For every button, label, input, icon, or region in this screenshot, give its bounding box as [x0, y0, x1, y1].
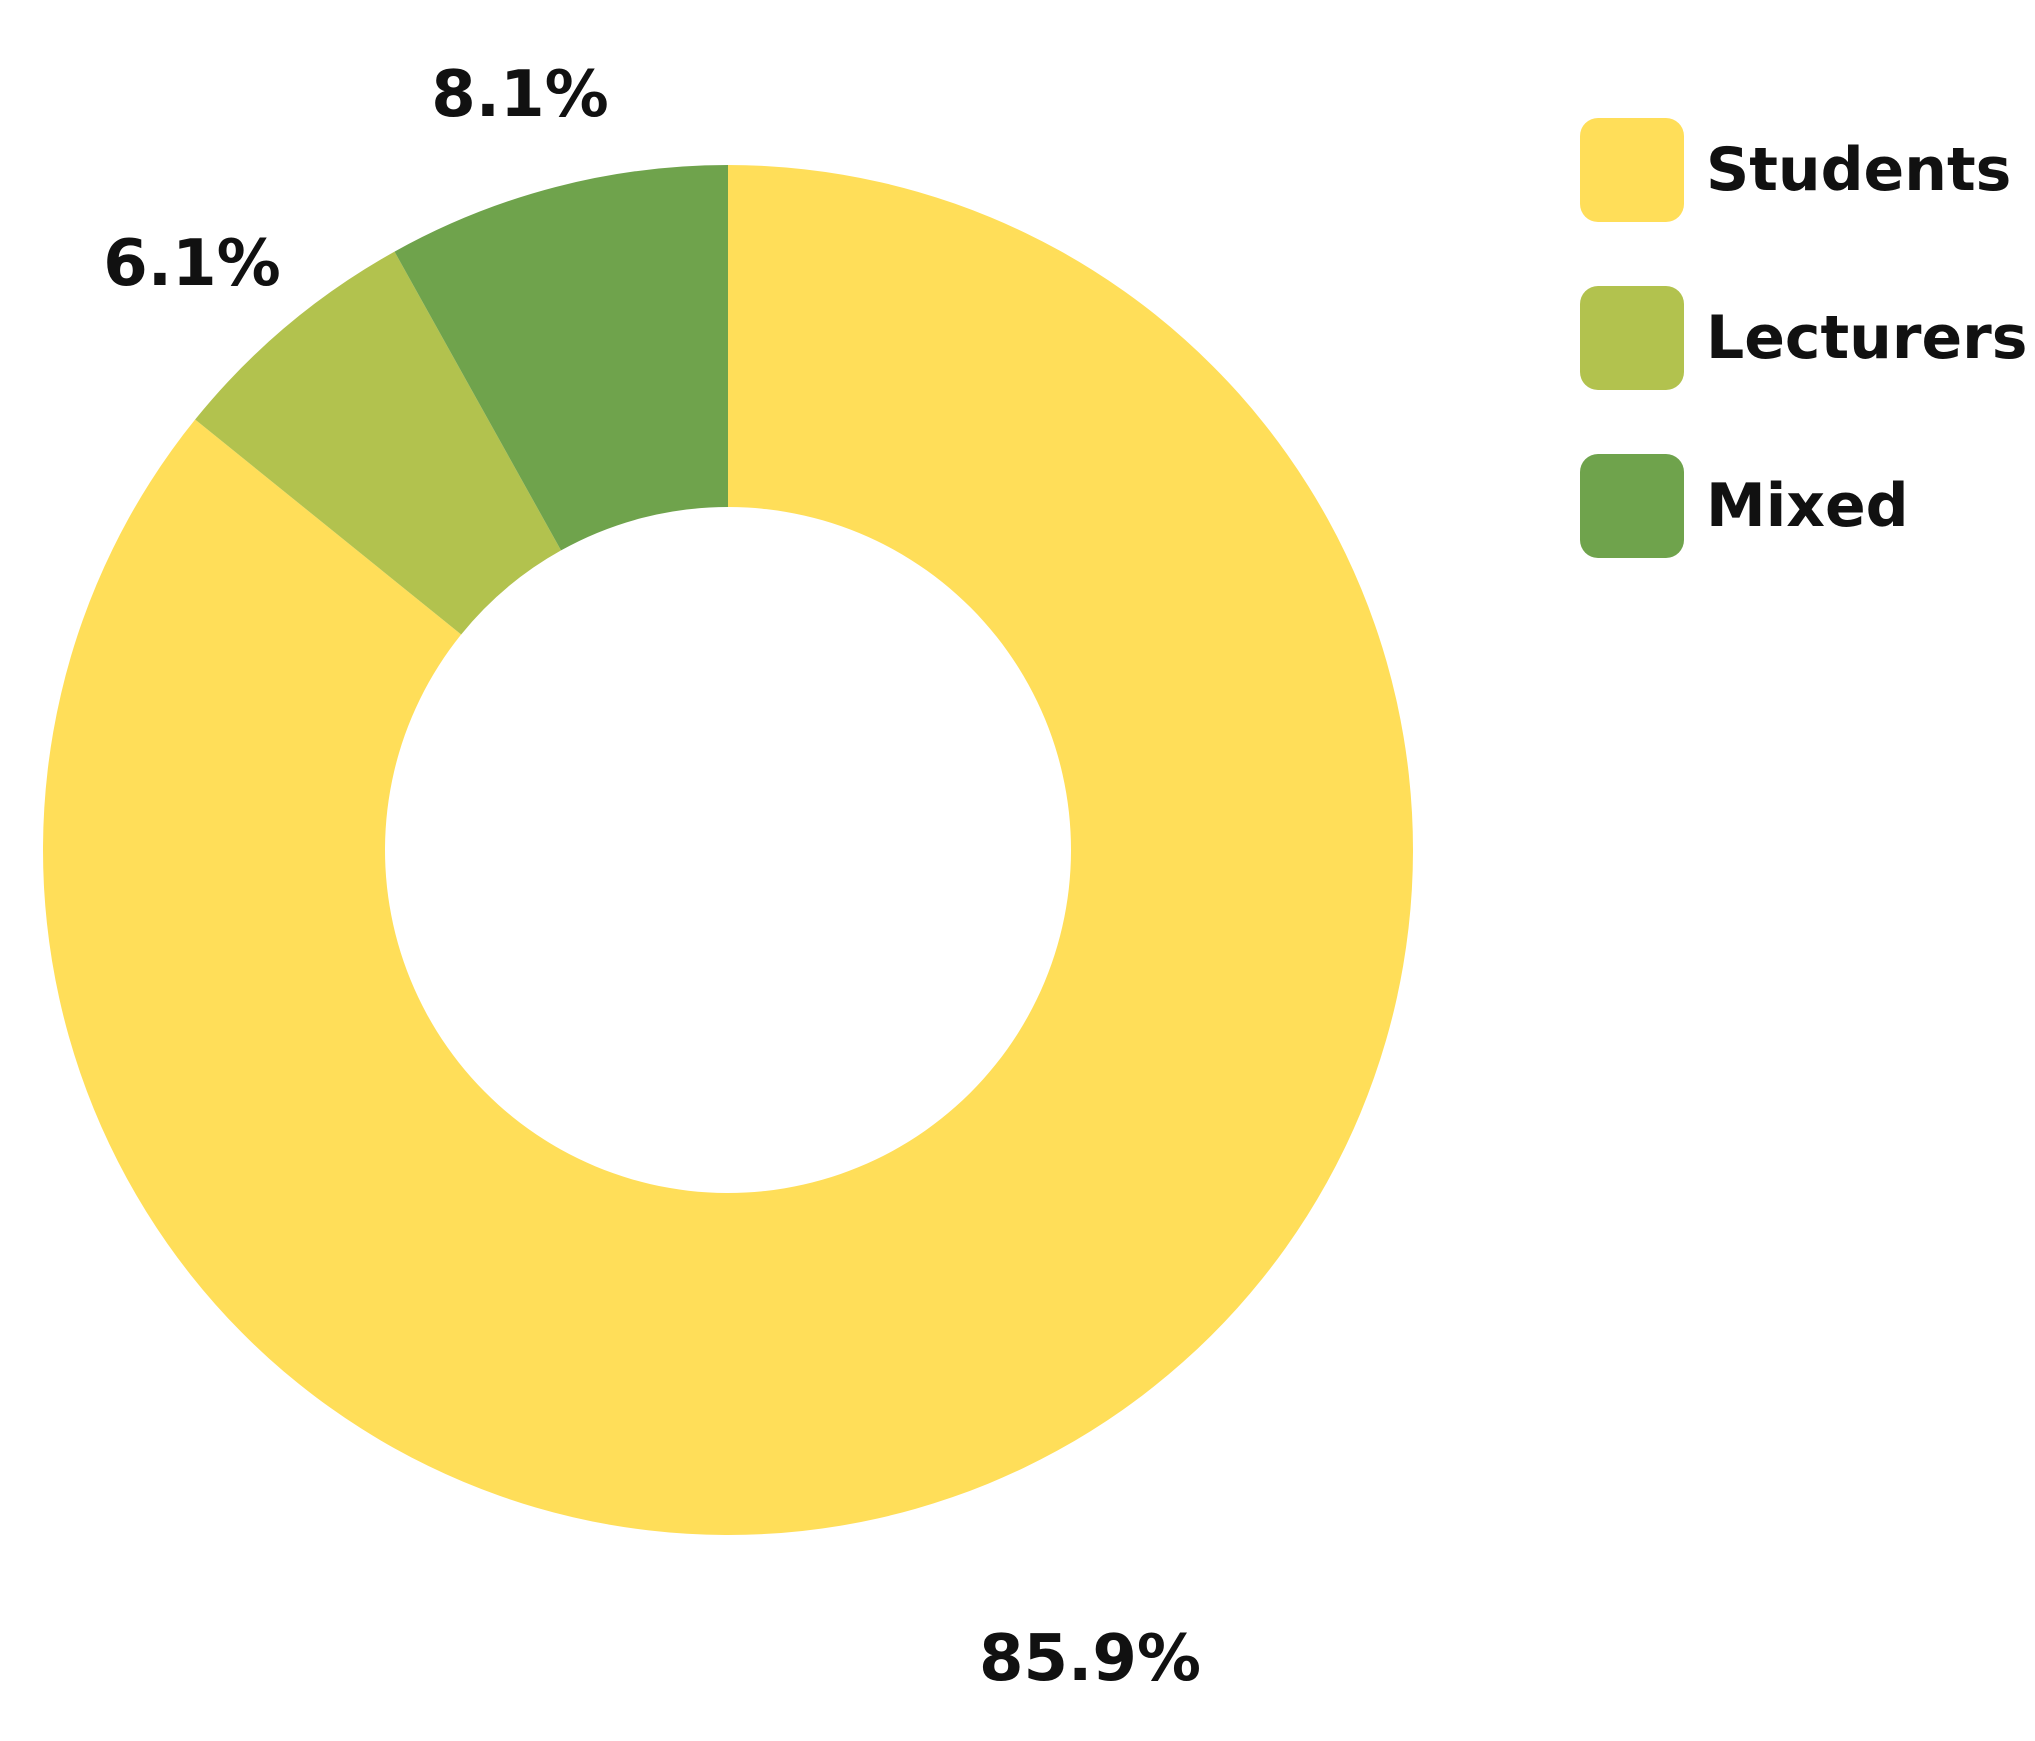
legend-label-mixed: Mixed [1706, 471, 1909, 541]
legend-item-lecturers: Lecturers [1580, 286, 2027, 390]
legend-item-students: Students [1580, 118, 2020, 222]
legend-swatch-students [1580, 118, 1684, 222]
chart-legend: Students Lecturers Mixed [1580, 118, 2027, 622]
slice-labels: 85.9% 6.1% 8.1% [103, 58, 1201, 1696]
legend-label-students: Students [1706, 135, 2012, 205]
legend-item-mixed: Mixed [1580, 454, 2020, 558]
legend-swatch-lecturers [1580, 286, 1684, 390]
slice-label-lecturers: 6.1% [103, 227, 281, 301]
slice-mixed [394, 165, 728, 551]
donut-slices [43, 165, 1413, 1535]
legend-swatch-mixed [1580, 454, 1684, 558]
legend-label-lecturers: Lecturers [1706, 303, 2028, 373]
slice-students [43, 165, 1413, 1535]
slice-label-mixed: 8.1% [431, 58, 609, 132]
slice-label-students: 85.9% [979, 1622, 1201, 1696]
slice-lecturers [195, 251, 562, 635]
